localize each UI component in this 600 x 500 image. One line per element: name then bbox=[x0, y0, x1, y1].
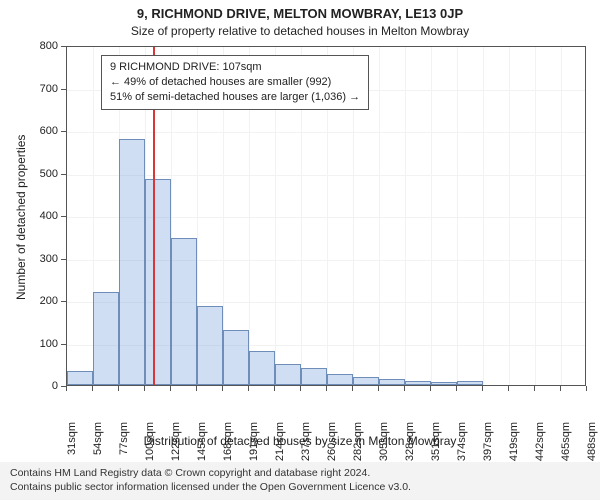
x-tick-mark bbox=[534, 386, 535, 391]
footer-attribution: Contains HM Land Registry data © Crown c… bbox=[0, 462, 600, 500]
x-tick-mark bbox=[144, 386, 145, 391]
histogram-bar bbox=[457, 381, 483, 385]
y-tick-label: 800 bbox=[0, 40, 58, 52]
gridline-v bbox=[509, 47, 510, 385]
x-tick-mark bbox=[196, 386, 197, 391]
y-tick-label: 300 bbox=[0, 253, 58, 265]
histogram-bar bbox=[327, 374, 353, 385]
histogram-bar bbox=[275, 364, 301, 385]
footer-line-1: Contains HM Land Registry data © Crown c… bbox=[10, 466, 590, 480]
gridline-v bbox=[431, 47, 432, 385]
histogram-bar bbox=[431, 382, 457, 385]
x-tick-mark bbox=[482, 386, 483, 391]
y-tick-mark bbox=[61, 174, 66, 175]
gridline-v bbox=[483, 47, 484, 385]
histogram-bar bbox=[249, 351, 275, 385]
y-tick-mark bbox=[61, 301, 66, 302]
y-tick-label: 500 bbox=[0, 168, 58, 180]
gridline-v bbox=[405, 47, 406, 385]
histogram-bar bbox=[171, 238, 197, 385]
page-root: 9, RICHMOND DRIVE, MELTON MOWBRAY, LE13 … bbox=[0, 0, 600, 500]
x-tick-mark bbox=[300, 386, 301, 391]
footer-line-2: Contains public sector information licen… bbox=[10, 480, 590, 494]
x-tick-mark bbox=[586, 386, 587, 391]
histogram-bar bbox=[119, 139, 145, 386]
y-tick-label: 200 bbox=[0, 295, 58, 307]
callout-line-2: ← 49% of detached houses are smaller (99… bbox=[110, 75, 360, 90]
x-tick-mark bbox=[430, 386, 431, 391]
gridline-v bbox=[457, 47, 458, 385]
y-tick-mark bbox=[61, 46, 66, 47]
gridline-v bbox=[535, 47, 536, 385]
x-tick-mark bbox=[352, 386, 353, 391]
y-tick-label: 600 bbox=[0, 125, 58, 137]
marker-callout: 9 RICHMOND DRIVE: 107sqm← 49% of detache… bbox=[101, 55, 369, 110]
gridline-v bbox=[379, 47, 380, 385]
y-tick-mark bbox=[61, 344, 66, 345]
x-tick-mark bbox=[378, 386, 379, 391]
histogram-bar bbox=[353, 377, 379, 386]
histogram-bar bbox=[145, 179, 171, 385]
histogram-bar bbox=[301, 368, 327, 385]
x-tick-mark bbox=[92, 386, 93, 391]
y-tick-mark bbox=[61, 216, 66, 217]
x-tick-mark bbox=[404, 386, 405, 391]
histogram-bar bbox=[223, 330, 249, 385]
y-tick-label: 100 bbox=[0, 338, 58, 350]
histogram-bar bbox=[405, 381, 431, 385]
x-tick-mark bbox=[508, 386, 509, 391]
chart-plot-area: 9 RICHMOND DRIVE: 107sqm← 49% of detache… bbox=[66, 46, 586, 386]
x-tick-mark bbox=[456, 386, 457, 391]
callout-line-1: 9 RICHMOND DRIVE: 107sqm bbox=[110, 60, 360, 75]
x-tick-mark bbox=[326, 386, 327, 391]
chart-title-sub: Size of property relative to detached ho… bbox=[0, 24, 600, 38]
y-tick-mark bbox=[61, 259, 66, 260]
x-tick-mark bbox=[248, 386, 249, 391]
x-tick-mark bbox=[170, 386, 171, 391]
histogram-bar bbox=[67, 371, 93, 385]
y-axis-title: Number of detached properties bbox=[14, 135, 28, 300]
x-tick-mark bbox=[66, 386, 67, 391]
x-tick-mark bbox=[222, 386, 223, 391]
y-tick-mark bbox=[61, 89, 66, 90]
chart-title-main: 9, RICHMOND DRIVE, MELTON MOWBRAY, LE13 … bbox=[0, 6, 600, 21]
histogram-bar bbox=[379, 379, 405, 385]
x-tick-mark bbox=[560, 386, 561, 391]
callout-line-3: 51% of semi-detached houses are larger (… bbox=[110, 90, 360, 105]
x-tick-mark bbox=[274, 386, 275, 391]
gridline-v bbox=[561, 47, 562, 385]
y-tick-label: 400 bbox=[0, 210, 58, 222]
y-tick-mark bbox=[61, 131, 66, 132]
histogram-bar bbox=[93, 292, 119, 386]
y-tick-label: 0 bbox=[0, 380, 58, 392]
y-tick-label: 700 bbox=[0, 83, 58, 95]
x-tick-mark bbox=[118, 386, 119, 391]
x-axis-title: Distribution of detached houses by size … bbox=[0, 434, 600, 448]
histogram-bar bbox=[197, 306, 223, 385]
